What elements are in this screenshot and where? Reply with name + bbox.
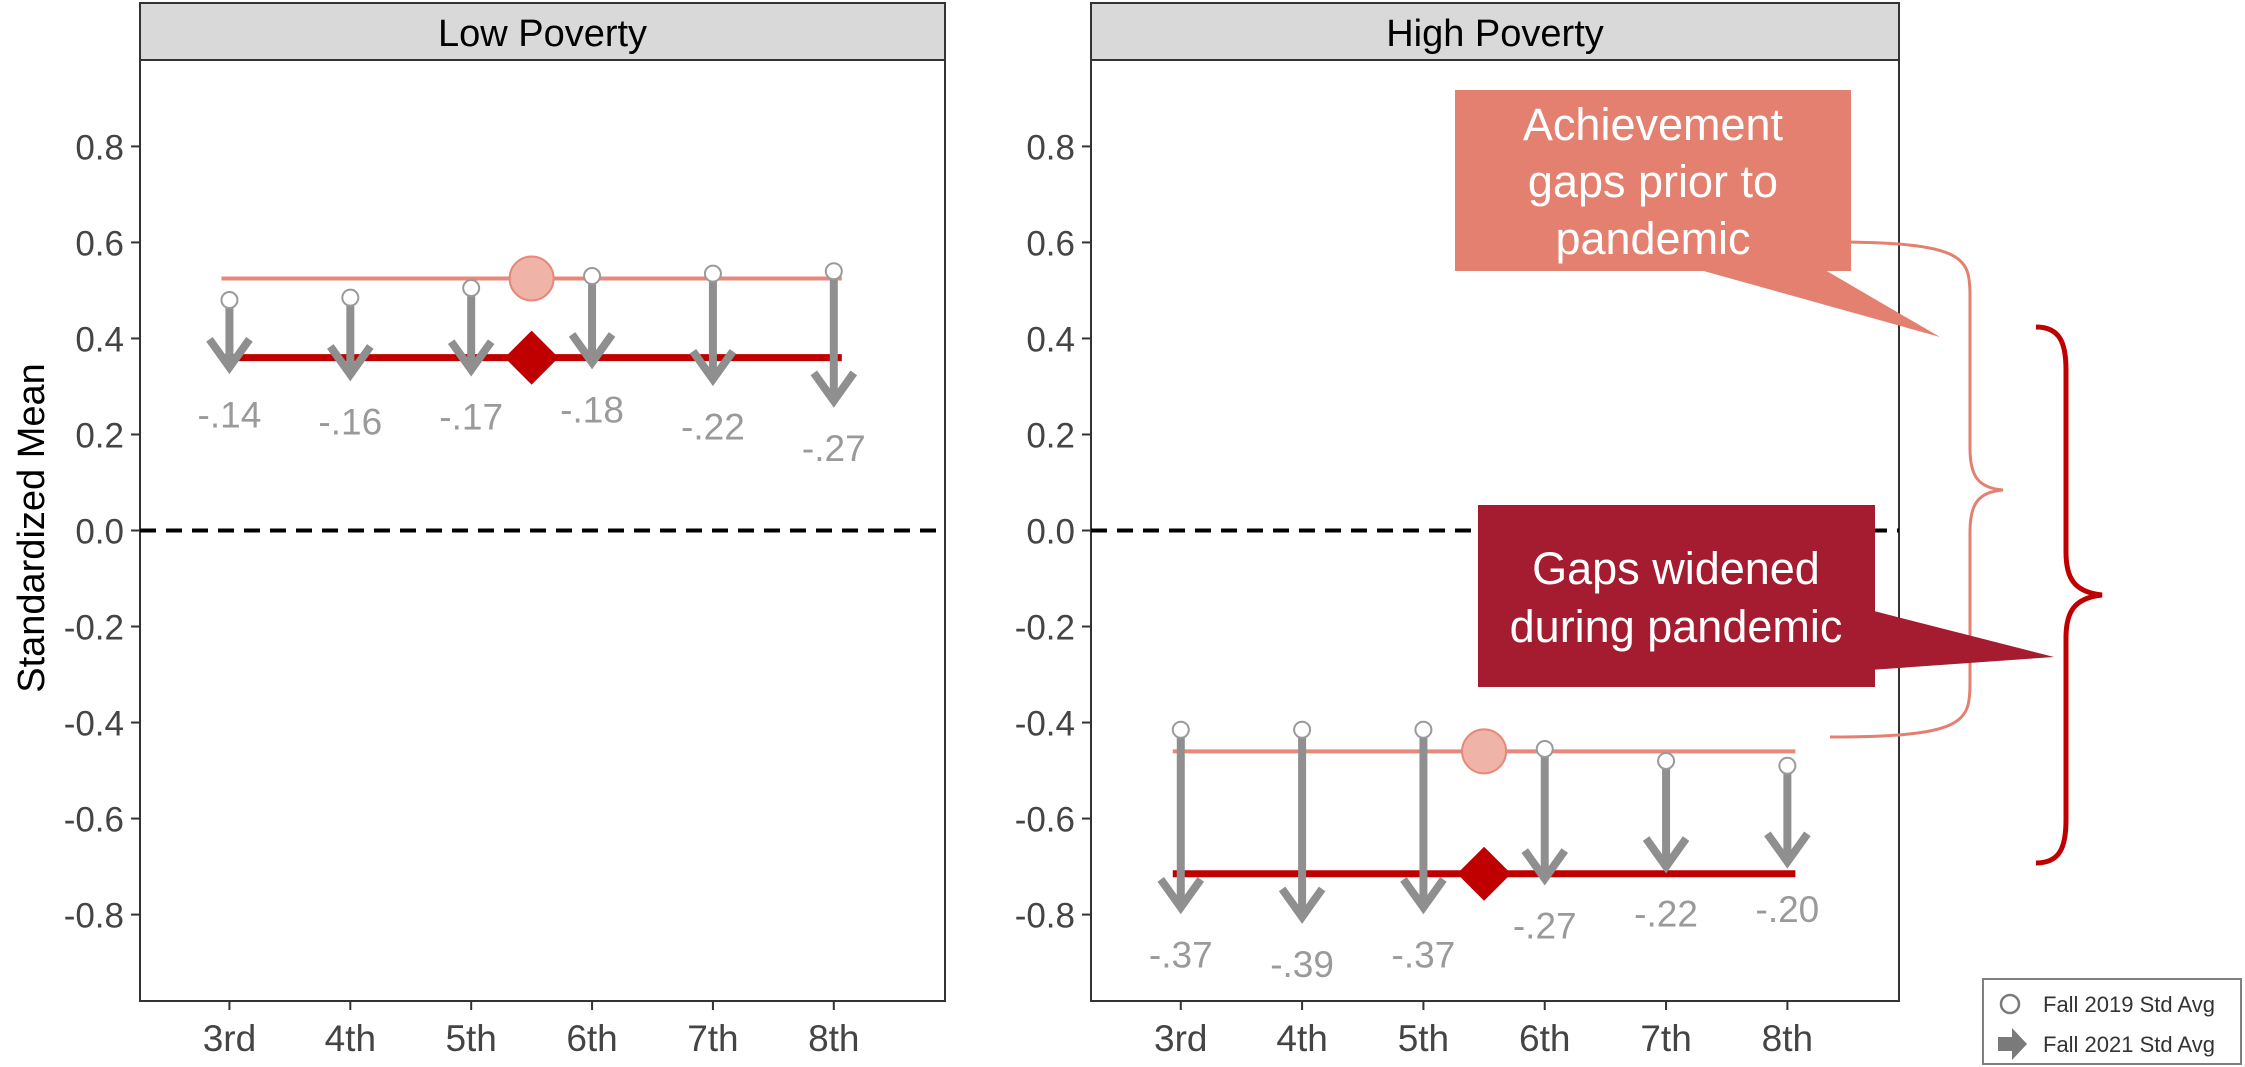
change-label: -.16 (318, 401, 382, 442)
y-tick-label: 0.8 (1026, 128, 1075, 167)
legend-label: Fall 2021 Std Avg (2043, 1032, 2215, 1057)
widened-gap-callout (1478, 505, 1875, 687)
change-label: -.27 (802, 428, 866, 469)
x-tick-label: 3rd (1154, 1018, 1207, 1059)
fall2019-point (1293, 720, 1312, 739)
y-tick-label: 0.4 (1026, 320, 1075, 359)
x-tick-label: 6th (1519, 1018, 1570, 1059)
fall2021-mean-marker (1457, 846, 1512, 901)
legend: Fall 2019 Std Avg Fall 2021 Std Avg (1982, 978, 2242, 1065)
change-label: -.14 (198, 394, 262, 435)
open-circle-icon (1999, 993, 2021, 1015)
y-tick-label: -0.6 (1015, 801, 1075, 840)
callout-pointer (1700, 270, 1940, 337)
y-tick-label: 0.2 (1026, 416, 1075, 455)
x-tick-label: 8th (808, 1018, 859, 1059)
fall2019-mean-marker (508, 255, 555, 302)
change-label: -.27 (1513, 906, 1577, 947)
y-tick-label: 0.0 (75, 513, 124, 552)
y-tick-label: -0.2 (64, 609, 124, 648)
y-tick-label: -0.8 (1015, 897, 1075, 936)
callout-text-line: gaps prior to (1528, 156, 1778, 207)
prepandemic-gap-bracket (1829, 240, 2004, 739)
x-tick-label: 3rd (203, 1018, 256, 1059)
legend-label: Fall 2019 Std Avg (2043, 992, 2215, 1017)
y-tick-label: -0.2 (1015, 609, 1075, 648)
y-tick-label: -0.8 (64, 897, 124, 936)
fall2021-arrow-head (1764, 831, 1811, 869)
y-tick-label: -0.4 (64, 705, 124, 744)
x-tick-label: 6th (566, 1018, 617, 1059)
change-label: -.22 (1634, 894, 1698, 935)
fall2019-point (703, 264, 722, 283)
fall2021-arrow-head (447, 339, 495, 377)
y-tick-label: -0.6 (64, 801, 124, 840)
fall2021-arrow-head (1400, 877, 1447, 915)
fall2019-point (1414, 720, 1433, 739)
callout-text-line: pandemic (1555, 213, 1750, 264)
callout-text-line: Achievement (1523, 99, 1784, 150)
y-tick-label: 0.6 (1026, 224, 1075, 263)
x-tick-label: 8th (1762, 1018, 1813, 1059)
fall2019-point (1657, 751, 1676, 770)
change-label: -.20 (1756, 889, 1820, 930)
fall2021-arrow-head (1521, 848, 1568, 886)
y-tick-label: -0.4 (1015, 705, 1075, 744)
fall2021-arrow-head (1278, 886, 1326, 924)
annotations: Achievement gaps prior to pandemic Gaps wid… (1455, 90, 2103, 866)
change-label: -.37 (1392, 934, 1456, 975)
y-tick-label: 0.6 (75, 224, 124, 263)
fall2021-arrow-head (206, 336, 253, 375)
y-tick-label: 0.2 (75, 416, 124, 455)
fall2019-point (1171, 720, 1190, 739)
fall2019-point (462, 279, 481, 298)
fall2021-arrow-head (1642, 836, 1690, 874)
fall2021-arrow-head (327, 344, 374, 382)
change-label: -.22 (681, 406, 745, 447)
x-tick-label: 4th (325, 1018, 376, 1059)
panel-0: Low Poverty 0.8 0.6 0.4 0.2 0.0 -0.2 -0.4 -0.6 -0… (64, 2, 946, 1059)
fall2021-mean-marker (504, 330, 559, 385)
legend-box (1982, 978, 2242, 1065)
y-tick-label: 0.4 (75, 320, 124, 359)
fall2021-arrow-head (568, 332, 616, 370)
x-tick-label: 7th (687, 1018, 738, 1059)
y-tick-label: 0.8 (75, 128, 124, 167)
callout-text-line: Gaps widened (1532, 543, 1820, 594)
fall2021-arrow-head (810, 370, 858, 408)
arrow-right-icon (1998, 1028, 2027, 1060)
panel-title: Low Poverty (438, 13, 647, 55)
callout-text-line: during pandemic (1510, 601, 1843, 652)
fall2019-mean-marker (1461, 728, 1508, 775)
fall2019-point (583, 267, 602, 286)
change-label: -.18 (560, 389, 624, 430)
x-tick-label: 7th (1640, 1018, 1691, 1059)
fall2019-point (1778, 756, 1797, 775)
fall2019-point (220, 291, 239, 310)
change-label: -.37 (1149, 934, 1213, 975)
panel-title: High Poverty (1386, 13, 1604, 55)
fall2019-point (824, 262, 843, 281)
panel-header (139, 2, 946, 61)
panels: Low Poverty 0.8 0.6 0.4 0.2 0.0 -0.2 -0.4 -0.6 -0… (64, 2, 1900, 1059)
achievement-gap-callout (1455, 90, 1851, 271)
y-tick-label: 0.0 (1026, 513, 1075, 552)
change-label: -.17 (439, 397, 503, 438)
callout-pointer (1870, 610, 2054, 670)
fall2021-arrow-head (689, 348, 737, 387)
x-tick-label: 5th (1398, 1018, 1449, 1059)
x-tick-label: 5th (445, 1018, 496, 1059)
panel-header (1090, 2, 1900, 61)
fall2019-point (1535, 739, 1554, 758)
change-label: -.39 (1270, 944, 1334, 985)
x-tick-label: 4th (1276, 1018, 1327, 1059)
fall2021-arrow-head (1157, 877, 1205, 915)
y-axis-label: Standardized Mean (11, 363, 53, 693)
fall2019-point (341, 288, 360, 307)
widened-gap-bracket (2035, 324, 2103, 866)
